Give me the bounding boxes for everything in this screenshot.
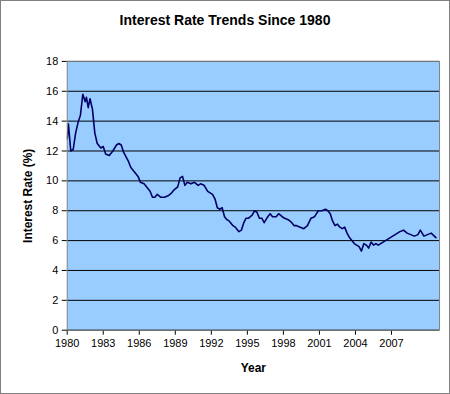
svg-text:2001: 2001 [307, 337, 331, 349]
svg-text:18: 18 [46, 55, 58, 67]
svg-text:1998: 1998 [271, 337, 295, 349]
svg-text:4: 4 [52, 264, 58, 276]
svg-text:0: 0 [52, 324, 58, 336]
svg-text:14: 14 [46, 115, 58, 127]
svg-text:1995: 1995 [235, 337, 259, 349]
svg-text:1983: 1983 [91, 337, 115, 349]
html-text:Interest Rate Trends Since 198: Interest Rate Trends Since 1980 [119, 12, 331, 28]
svg-text:2007: 2007 [379, 337, 403, 349]
svg-text:2: 2 [52, 294, 58, 306]
svg-text:12: 12 [46, 145, 58, 157]
svg-text:10: 10 [46, 174, 58, 186]
svg-text:Interest Rate (%): Interest Rate (%) [21, 149, 35, 243]
svg-text:16: 16 [46, 85, 58, 97]
svg-text:6: 6 [52, 234, 58, 246]
svg-text:1989: 1989 [163, 337, 187, 349]
svg-text:Year: Year [241, 361, 267, 375]
svg-text:1986: 1986 [127, 337, 151, 349]
svg-text:1992: 1992 [199, 337, 223, 349]
svg-text:8: 8 [52, 204, 58, 216]
svg-text:2004: 2004 [343, 337, 367, 349]
svg-text:1980: 1980 [55, 337, 79, 349]
